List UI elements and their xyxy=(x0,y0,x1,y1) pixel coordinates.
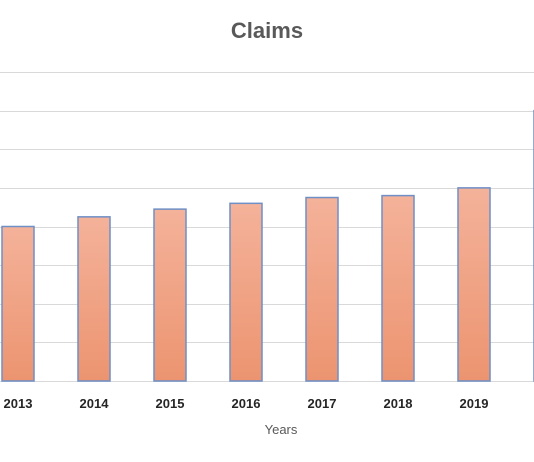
bar-2017 xyxy=(305,196,339,382)
bar-2019 xyxy=(457,187,491,382)
bar-2018 xyxy=(381,194,415,382)
x-tick-label: 2016 xyxy=(232,396,261,411)
bar-2015 xyxy=(153,208,187,382)
bars xyxy=(1,109,534,382)
x-axis-label: Years xyxy=(264,422,298,437)
bar-2013 xyxy=(1,225,35,382)
bar-2014 xyxy=(77,216,111,382)
x-tick-label: 2018 xyxy=(384,396,413,411)
x-tick-label: 2013 xyxy=(4,396,33,411)
x-tick-label: 2017 xyxy=(308,396,337,411)
x-tick-label: 2019 xyxy=(460,396,489,411)
x-tick-label: 2015 xyxy=(156,396,185,411)
x-tick-label: 2014 xyxy=(80,396,110,411)
bar-2016 xyxy=(229,202,263,382)
x-tick-labels: 20132014201520162017201820192 xyxy=(4,396,489,411)
chart-title: Claims xyxy=(230,18,304,43)
